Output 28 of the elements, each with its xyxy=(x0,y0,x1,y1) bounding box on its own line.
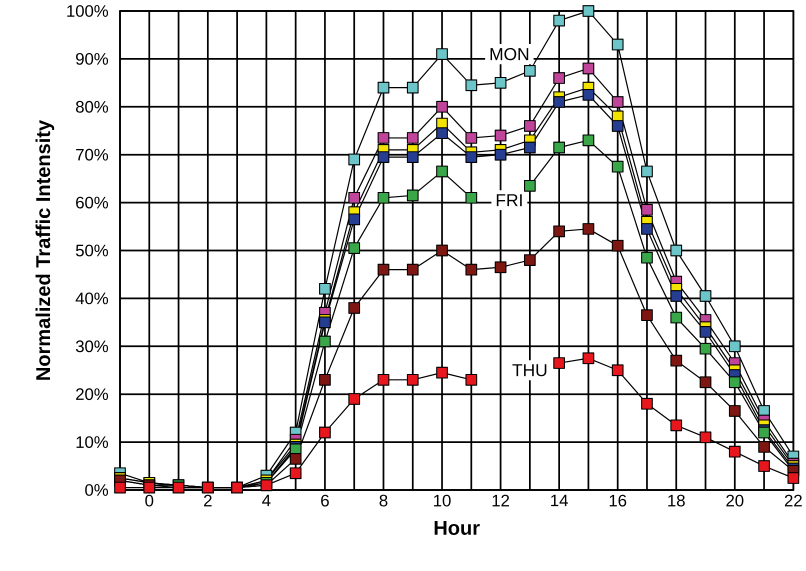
y-tick-label: 50% xyxy=(76,244,108,256)
x-tick-label: 8 xyxy=(380,494,388,507)
x-tick-label: 20 xyxy=(726,494,744,507)
y-tick-label: 0% xyxy=(85,484,108,496)
x-tick-label: 14 xyxy=(551,494,568,506)
x-tick-label: 4 xyxy=(262,494,271,506)
y-tick-label: 80% xyxy=(76,100,108,113)
y-tick-label: 10% xyxy=(76,436,108,448)
y-tick-label: 100% xyxy=(67,5,108,17)
series-label: FRI xyxy=(496,194,522,206)
y-tick-label: 20% xyxy=(76,388,108,400)
x-tick-label: 10 xyxy=(434,494,451,507)
y-tick-label: 90% xyxy=(76,53,108,65)
y-tick-label: 60% xyxy=(76,196,108,208)
y-tick-label: 30% xyxy=(76,340,108,352)
y-axis-title: Normalized Traffic Intensity xyxy=(36,120,54,380)
series-label: THU xyxy=(512,364,546,376)
series-label: MON xyxy=(490,48,528,60)
x-tick-label: 18 xyxy=(668,494,685,507)
x-tick-label: 22 xyxy=(784,494,802,506)
y-tick-label: 70% xyxy=(76,148,108,161)
x-tick-label: 12 xyxy=(492,494,510,506)
x-tick-label: 0 xyxy=(145,494,154,507)
x-tick-label: 6 xyxy=(321,494,329,507)
x-tick-label: 2 xyxy=(204,494,212,506)
y-tick-label: 40% xyxy=(76,292,108,304)
x-axis-title: Hour xyxy=(434,521,480,535)
x-tick-label: 16 xyxy=(610,494,626,507)
